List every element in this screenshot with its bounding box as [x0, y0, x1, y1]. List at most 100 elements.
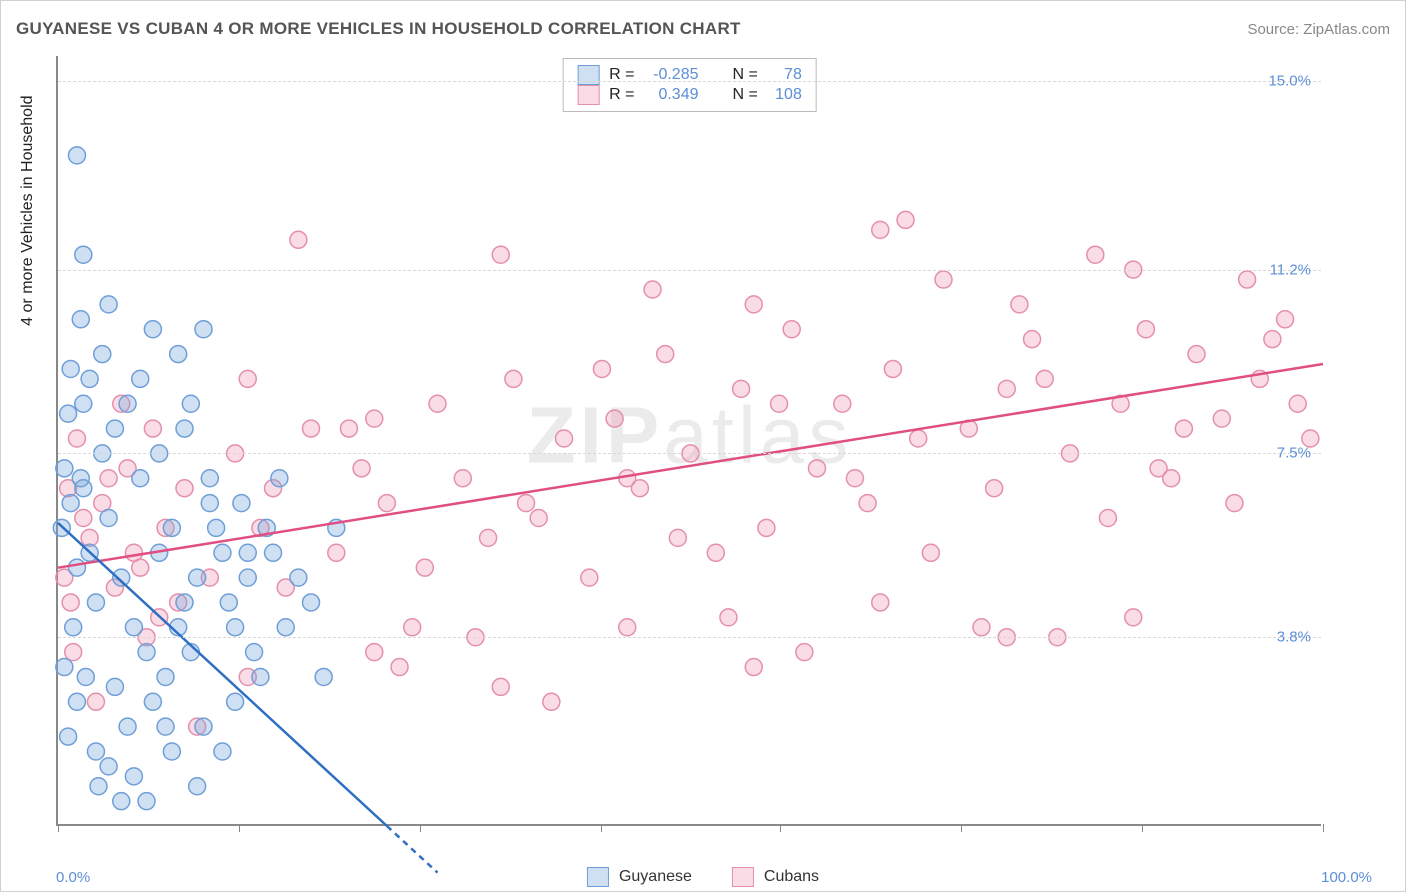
data-point: [163, 519, 180, 536]
data-point: [758, 519, 775, 536]
data-point: [454, 470, 471, 487]
data-point: [998, 380, 1015, 397]
data-point: [1036, 370, 1053, 387]
data-point: [113, 793, 130, 810]
data-point: [62, 594, 79, 611]
data-point: [897, 211, 914, 228]
data-point: [208, 519, 225, 536]
data-point: [1289, 395, 1306, 412]
data-point: [669, 529, 686, 546]
data-point: [1011, 296, 1028, 313]
data-point: [60, 728, 77, 745]
x-tick: [1142, 824, 1143, 832]
x-tick: [1323, 824, 1324, 832]
data-point: [252, 668, 269, 685]
data-point: [125, 619, 142, 636]
data-point: [144, 420, 161, 437]
data-point: [75, 510, 92, 527]
data-point: [113, 569, 130, 586]
data-point: [745, 296, 762, 313]
data-point: [176, 594, 193, 611]
data-point: [1125, 609, 1142, 626]
data-point: [119, 395, 136, 412]
data-point: [859, 495, 876, 512]
data-point: [303, 420, 320, 437]
data-point: [68, 147, 85, 164]
data-point: [265, 544, 282, 561]
data-point: [60, 405, 77, 422]
gridline: [58, 81, 1321, 82]
chart-container: GUYANESE VS CUBAN 4 OR MORE VEHICLES IN …: [0, 0, 1406, 892]
chart-source: Source: ZipAtlas.com: [1247, 21, 1390, 38]
data-point: [619, 619, 636, 636]
data-point: [214, 544, 231, 561]
data-point: [182, 395, 199, 412]
data-point: [872, 594, 889, 611]
data-point: [846, 470, 863, 487]
x-tick: [601, 824, 602, 832]
y-axis-title: 4 or more Vehicles in Household: [19, 95, 37, 325]
x-tick: [239, 824, 240, 832]
y-tick-label: 11.2%: [1270, 261, 1311, 278]
data-point: [176, 480, 193, 497]
x-tick: [961, 824, 962, 832]
data-point: [1226, 495, 1243, 512]
data-point: [1213, 410, 1230, 427]
data-point: [233, 495, 250, 512]
x-tick: [780, 824, 781, 832]
data-point: [227, 619, 244, 636]
plot-area: ZIPatlas R = -0.285 N = 78 R = 0.349 N =…: [56, 56, 1321, 826]
data-point: [1024, 331, 1041, 348]
data-point: [271, 470, 288, 487]
data-point: [56, 460, 73, 477]
data-point: [783, 321, 800, 338]
data-point: [132, 559, 149, 576]
data-point: [935, 271, 952, 288]
data-point: [543, 693, 560, 710]
data-point: [100, 510, 117, 527]
gridline: [58, 637, 1321, 638]
scatter-svg: [58, 56, 1321, 824]
data-point: [518, 495, 535, 512]
trend-line: [58, 364, 1323, 568]
chart-title: GUYANESE VS CUBAN 4 OR MORE VEHICLES IN …: [16, 19, 741, 39]
data-point: [75, 246, 92, 263]
data-point: [366, 644, 383, 661]
data-point: [315, 668, 332, 685]
data-point: [492, 678, 509, 695]
data-point: [290, 569, 307, 586]
data-point: [68, 430, 85, 447]
data-point: [530, 510, 547, 527]
data-point: [100, 470, 117, 487]
data-point: [1150, 460, 1167, 477]
data-point: [106, 420, 123, 437]
data-point: [77, 668, 94, 685]
data-point: [132, 470, 149, 487]
trend-line: [387, 826, 438, 873]
data-point: [65, 644, 82, 661]
data-point: [416, 559, 433, 576]
data-point: [328, 544, 345, 561]
chart-header: GUYANESE VS CUBAN 4 OR MORE VEHICLES IN …: [16, 19, 1390, 39]
data-point: [68, 693, 85, 710]
data-point: [138, 644, 155, 661]
data-point: [239, 370, 256, 387]
data-point: [290, 231, 307, 248]
data-point: [391, 659, 408, 676]
data-point: [556, 430, 573, 447]
data-point: [72, 470, 89, 487]
data-point: [1277, 311, 1294, 328]
data-point: [771, 395, 788, 412]
data-point: [144, 693, 161, 710]
data-point: [492, 246, 509, 263]
data-point: [340, 420, 357, 437]
data-point: [100, 758, 117, 775]
data-point: [593, 360, 610, 377]
data-point: [75, 395, 92, 412]
data-point: [429, 395, 446, 412]
data-point: [201, 495, 218, 512]
data-point: [720, 609, 737, 626]
data-point: [809, 460, 826, 477]
data-point: [378, 495, 395, 512]
data-point: [581, 569, 598, 586]
